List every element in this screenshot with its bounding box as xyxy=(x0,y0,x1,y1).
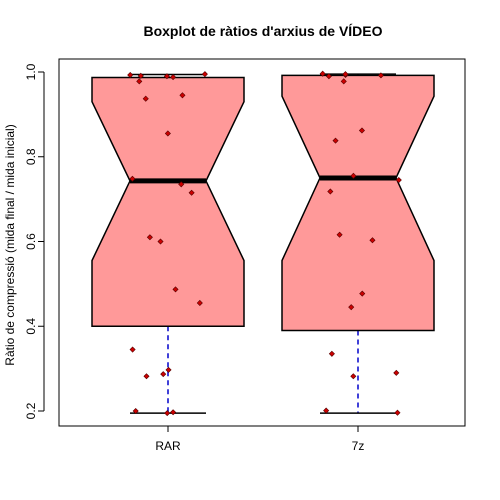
chart-title: Boxplot de ràtios d'arxius de VÍDEO xyxy=(143,23,382,39)
data-point xyxy=(350,373,357,380)
y-axis-label: Ràtio de compressió (mida final / mida i… xyxy=(3,124,17,365)
data-point xyxy=(129,175,136,182)
data-point xyxy=(328,350,335,357)
data-point xyxy=(342,71,349,78)
data-point xyxy=(163,73,170,80)
data-point xyxy=(127,71,134,78)
data-point xyxy=(325,73,332,80)
x-tick-label: 7z xyxy=(352,439,365,453)
data-point xyxy=(157,238,164,245)
data-point xyxy=(188,189,195,196)
y-axis: 0.2 0.4 0.6 0.8 1.0 xyxy=(24,63,45,419)
data-point xyxy=(394,409,401,416)
x-axis: RAR 7z xyxy=(155,425,365,453)
data-point xyxy=(170,409,177,416)
box-7z xyxy=(281,70,435,416)
x-tick-label: RAR xyxy=(155,439,181,453)
data-point xyxy=(196,299,203,306)
data-point xyxy=(172,286,179,293)
data-point xyxy=(170,74,177,81)
data-point xyxy=(164,410,171,417)
data-point xyxy=(165,366,172,373)
data-point xyxy=(143,373,150,380)
box-rar xyxy=(91,71,245,417)
data-point xyxy=(348,304,355,311)
y-tick-label: 0.2 xyxy=(24,402,38,419)
box-body xyxy=(281,74,435,332)
data-point xyxy=(323,407,330,414)
data-point xyxy=(393,369,400,376)
boxes-group xyxy=(91,70,435,417)
data-point xyxy=(132,407,139,415)
data-point xyxy=(319,70,326,77)
data-point xyxy=(340,78,347,85)
data-point xyxy=(179,92,186,99)
data-point xyxy=(336,231,343,238)
data-point xyxy=(395,177,402,184)
data-point xyxy=(178,181,185,188)
box-body xyxy=(91,76,245,327)
data-point xyxy=(129,346,136,353)
data-point xyxy=(137,72,144,79)
data-point xyxy=(146,234,153,241)
y-tick-label: 0.4 xyxy=(24,318,38,335)
data-point xyxy=(358,127,365,134)
data-point xyxy=(327,188,334,195)
data-point xyxy=(377,72,384,79)
data-point xyxy=(136,78,143,85)
data-point xyxy=(142,95,149,102)
data-point xyxy=(332,137,339,144)
data-point xyxy=(201,71,208,78)
y-tick-label: 0.6 xyxy=(24,233,38,250)
data-point xyxy=(359,290,366,297)
data-point xyxy=(160,371,167,378)
data-point xyxy=(369,237,376,244)
y-tick-label: 1.0 xyxy=(24,63,38,80)
y-tick-label: 0.8 xyxy=(24,148,38,165)
data-point xyxy=(164,130,171,137)
data-point xyxy=(350,172,357,179)
